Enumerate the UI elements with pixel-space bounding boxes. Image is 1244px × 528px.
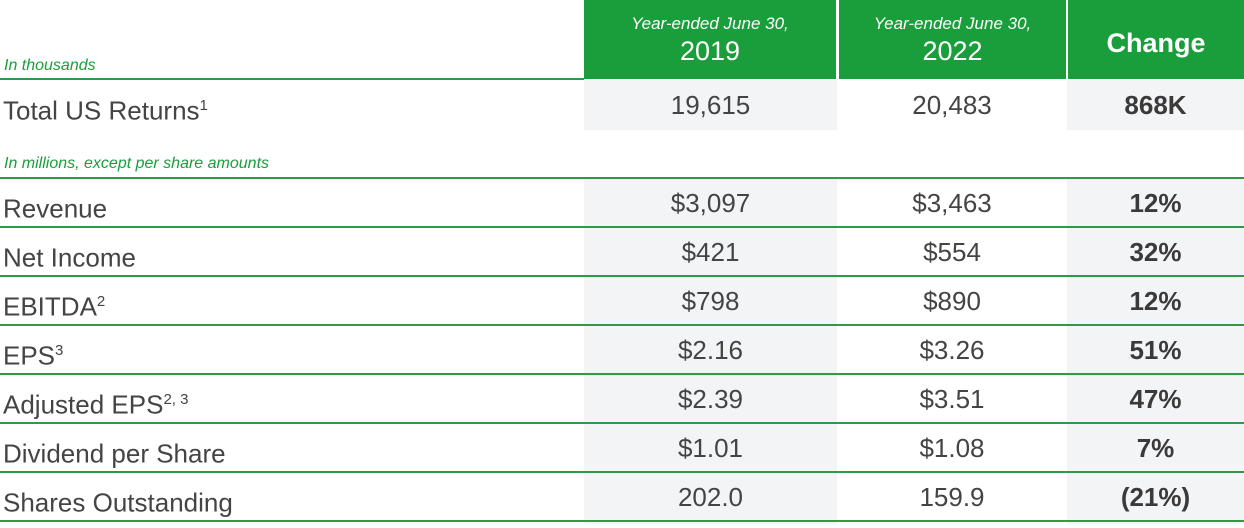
value-2022: 20,483 (912, 90, 992, 120)
table-row: Adjusted EPS2, 3 $2.39 $3.51 47% (0, 375, 1244, 424)
col-change-band (1067, 80, 1244, 130)
table-row-total-us-returns: Total US Returns1 19,615 20,483 868K (0, 81, 1244, 130)
header-2022: Year-ended June 30, 2022 (839, 0, 1066, 79)
value-change: 12% (1129, 188, 1182, 218)
header-2019-year: 2019 (679, 36, 741, 66)
value-2019: $1.01 (677, 433, 744, 463)
value-2019: $3,097 (670, 188, 751, 218)
divider (0, 324, 1244, 326)
footnote-ref: 3 (55, 342, 64, 359)
value-change: 51% (1129, 335, 1182, 365)
table-row: EPS3 $2.16 $3.26 51% (0, 326, 1244, 375)
divider (0, 520, 1244, 522)
divider (0, 471, 1244, 473)
value-2019: 19,615 (670, 90, 751, 120)
note-thousands: In thousands (4, 57, 96, 74)
note-millions: In millions, except per share amounts (4, 155, 270, 172)
row-label-text: Revenue (3, 193, 108, 224)
header-change: Change (1068, 0, 1244, 79)
row-label: Revenue (3, 179, 107, 234)
value-change: 7% (1136, 433, 1175, 463)
value-2022: $1.08 (919, 433, 985, 463)
row-label: Total US Returns1 (3, 81, 208, 136)
header-2019: Year-ended June 30, 2019 (584, 0, 836, 79)
value-2019: $2.16 (677, 335, 744, 365)
footnote-ref: 1 (199, 97, 208, 114)
value-2022: $3,463 (912, 188, 992, 218)
divider (0, 226, 1244, 228)
col-change-band (1067, 179, 1244, 524)
divider (0, 78, 584, 80)
value-2022: $890 (923, 286, 981, 316)
divider (0, 275, 1244, 277)
row-label: Adjusted EPS2, 3 (3, 375, 188, 430)
value-2019: $421 (681, 237, 740, 267)
table-row: Dividend per Share $1.01 $1.08 7% (0, 424, 1244, 473)
value-change: 868K (1124, 90, 1187, 120)
row-label: EBITDA2 (3, 277, 105, 332)
row-label: Dividend per Share (3, 424, 226, 479)
value-2022: $3.51 (919, 384, 985, 414)
value-change: 32% (1129, 237, 1182, 267)
table-row: Net Income $421 $554 32% (0, 228, 1244, 277)
row-label: Shares Outstanding (3, 473, 233, 528)
row-label-text: Shares Outstanding (3, 487, 233, 518)
header-2022-year: 2022 (922, 36, 983, 66)
footnote-ref: 2 (96, 293, 106, 310)
value-2022: $554 (923, 237, 981, 267)
row-label-text: Total US Returns (3, 95, 200, 126)
row-label-text: Net Income (3, 242, 136, 273)
value-2019: 202.0 (677, 482, 744, 512)
header-2019-sub: Year-ended June 30, (631, 14, 789, 33)
value-2019: $798 (681, 286, 740, 316)
value-2022: $3.26 (919, 335, 985, 365)
row-label: Net Income (3, 228, 136, 283)
row-label: EPS3 (3, 326, 63, 381)
col-2019-band (584, 179, 837, 524)
value-change: 12% (1129, 286, 1182, 316)
table-row: Shares Outstanding 202.0 159.9 (21%) (0, 473, 1244, 522)
divider (0, 177, 1244, 179)
table-row: Revenue $3,097 $3,463 12% (0, 179, 1244, 228)
col-2019-band (584, 80, 837, 130)
header-2022-sub: Year-ended June 30, (873, 14, 1032, 33)
row-label-text: Dividend per Share (3, 438, 226, 469)
divider (0, 422, 1244, 424)
row-label-text: EPS (3, 340, 56, 371)
table-row: EBITDA2 $798 $890 12% (0, 277, 1244, 326)
divider (0, 373, 1244, 375)
row-label-text: EBITDA (3, 291, 97, 322)
value-change: (21%) (1120, 482, 1191, 512)
value-change: 47% (1129, 384, 1182, 414)
value-2022: 159.9 (919, 482, 985, 512)
footnote-ref: 2, 3 (163, 391, 189, 408)
value-2019: $2.39 (677, 384, 744, 414)
row-label-text: Adjusted EPS (3, 389, 164, 420)
